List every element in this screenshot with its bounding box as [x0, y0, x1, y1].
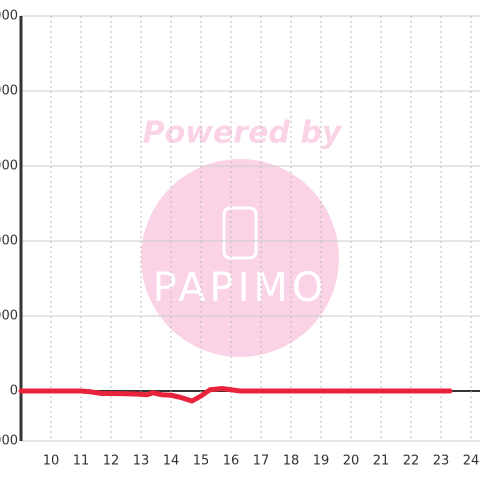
y-tick-label: 30,000 — [0, 309, 18, 324]
x-tick-label: 19 — [313, 454, 330, 469]
y-tick-label: 90,000 — [0, 159, 18, 174]
series-line — [18, 386, 453, 404]
y-tick-label: 150,000 — [0, 9, 18, 24]
y-tick-label: 120,000 — [0, 84, 18, 99]
x-tick-label: 20 — [343, 454, 360, 469]
x-tick-label: 11 — [73, 454, 90, 469]
y-tick-label: 0 — [10, 384, 18, 399]
x-tick-label: 13 — [133, 454, 150, 469]
watermark-logo: PAPIMO — [153, 265, 328, 311]
watermark-icon — [222, 206, 258, 260]
x-tick-label: 10 — [43, 454, 60, 469]
x-tick-label: 17 — [253, 454, 270, 469]
x-tick-label: 24 — [463, 454, 480, 469]
x-tick-label: 16 — [223, 454, 240, 469]
x-tick-label: 22 — [403, 454, 420, 469]
y-tick-label: 60,000 — [0, 234, 18, 249]
x-tick-label: 23 — [433, 454, 450, 469]
x-tick-label: 21 — [373, 454, 390, 469]
y-tick-label: -20,000 — [0, 434, 18, 449]
x-tick-label: 15 — [193, 454, 210, 469]
x-tick-label: 12 — [103, 454, 120, 469]
x-tick-label: 14 — [163, 454, 180, 469]
x-tick-label: 18 — [283, 454, 300, 469]
watermark-text: Powered by — [143, 116, 343, 151]
